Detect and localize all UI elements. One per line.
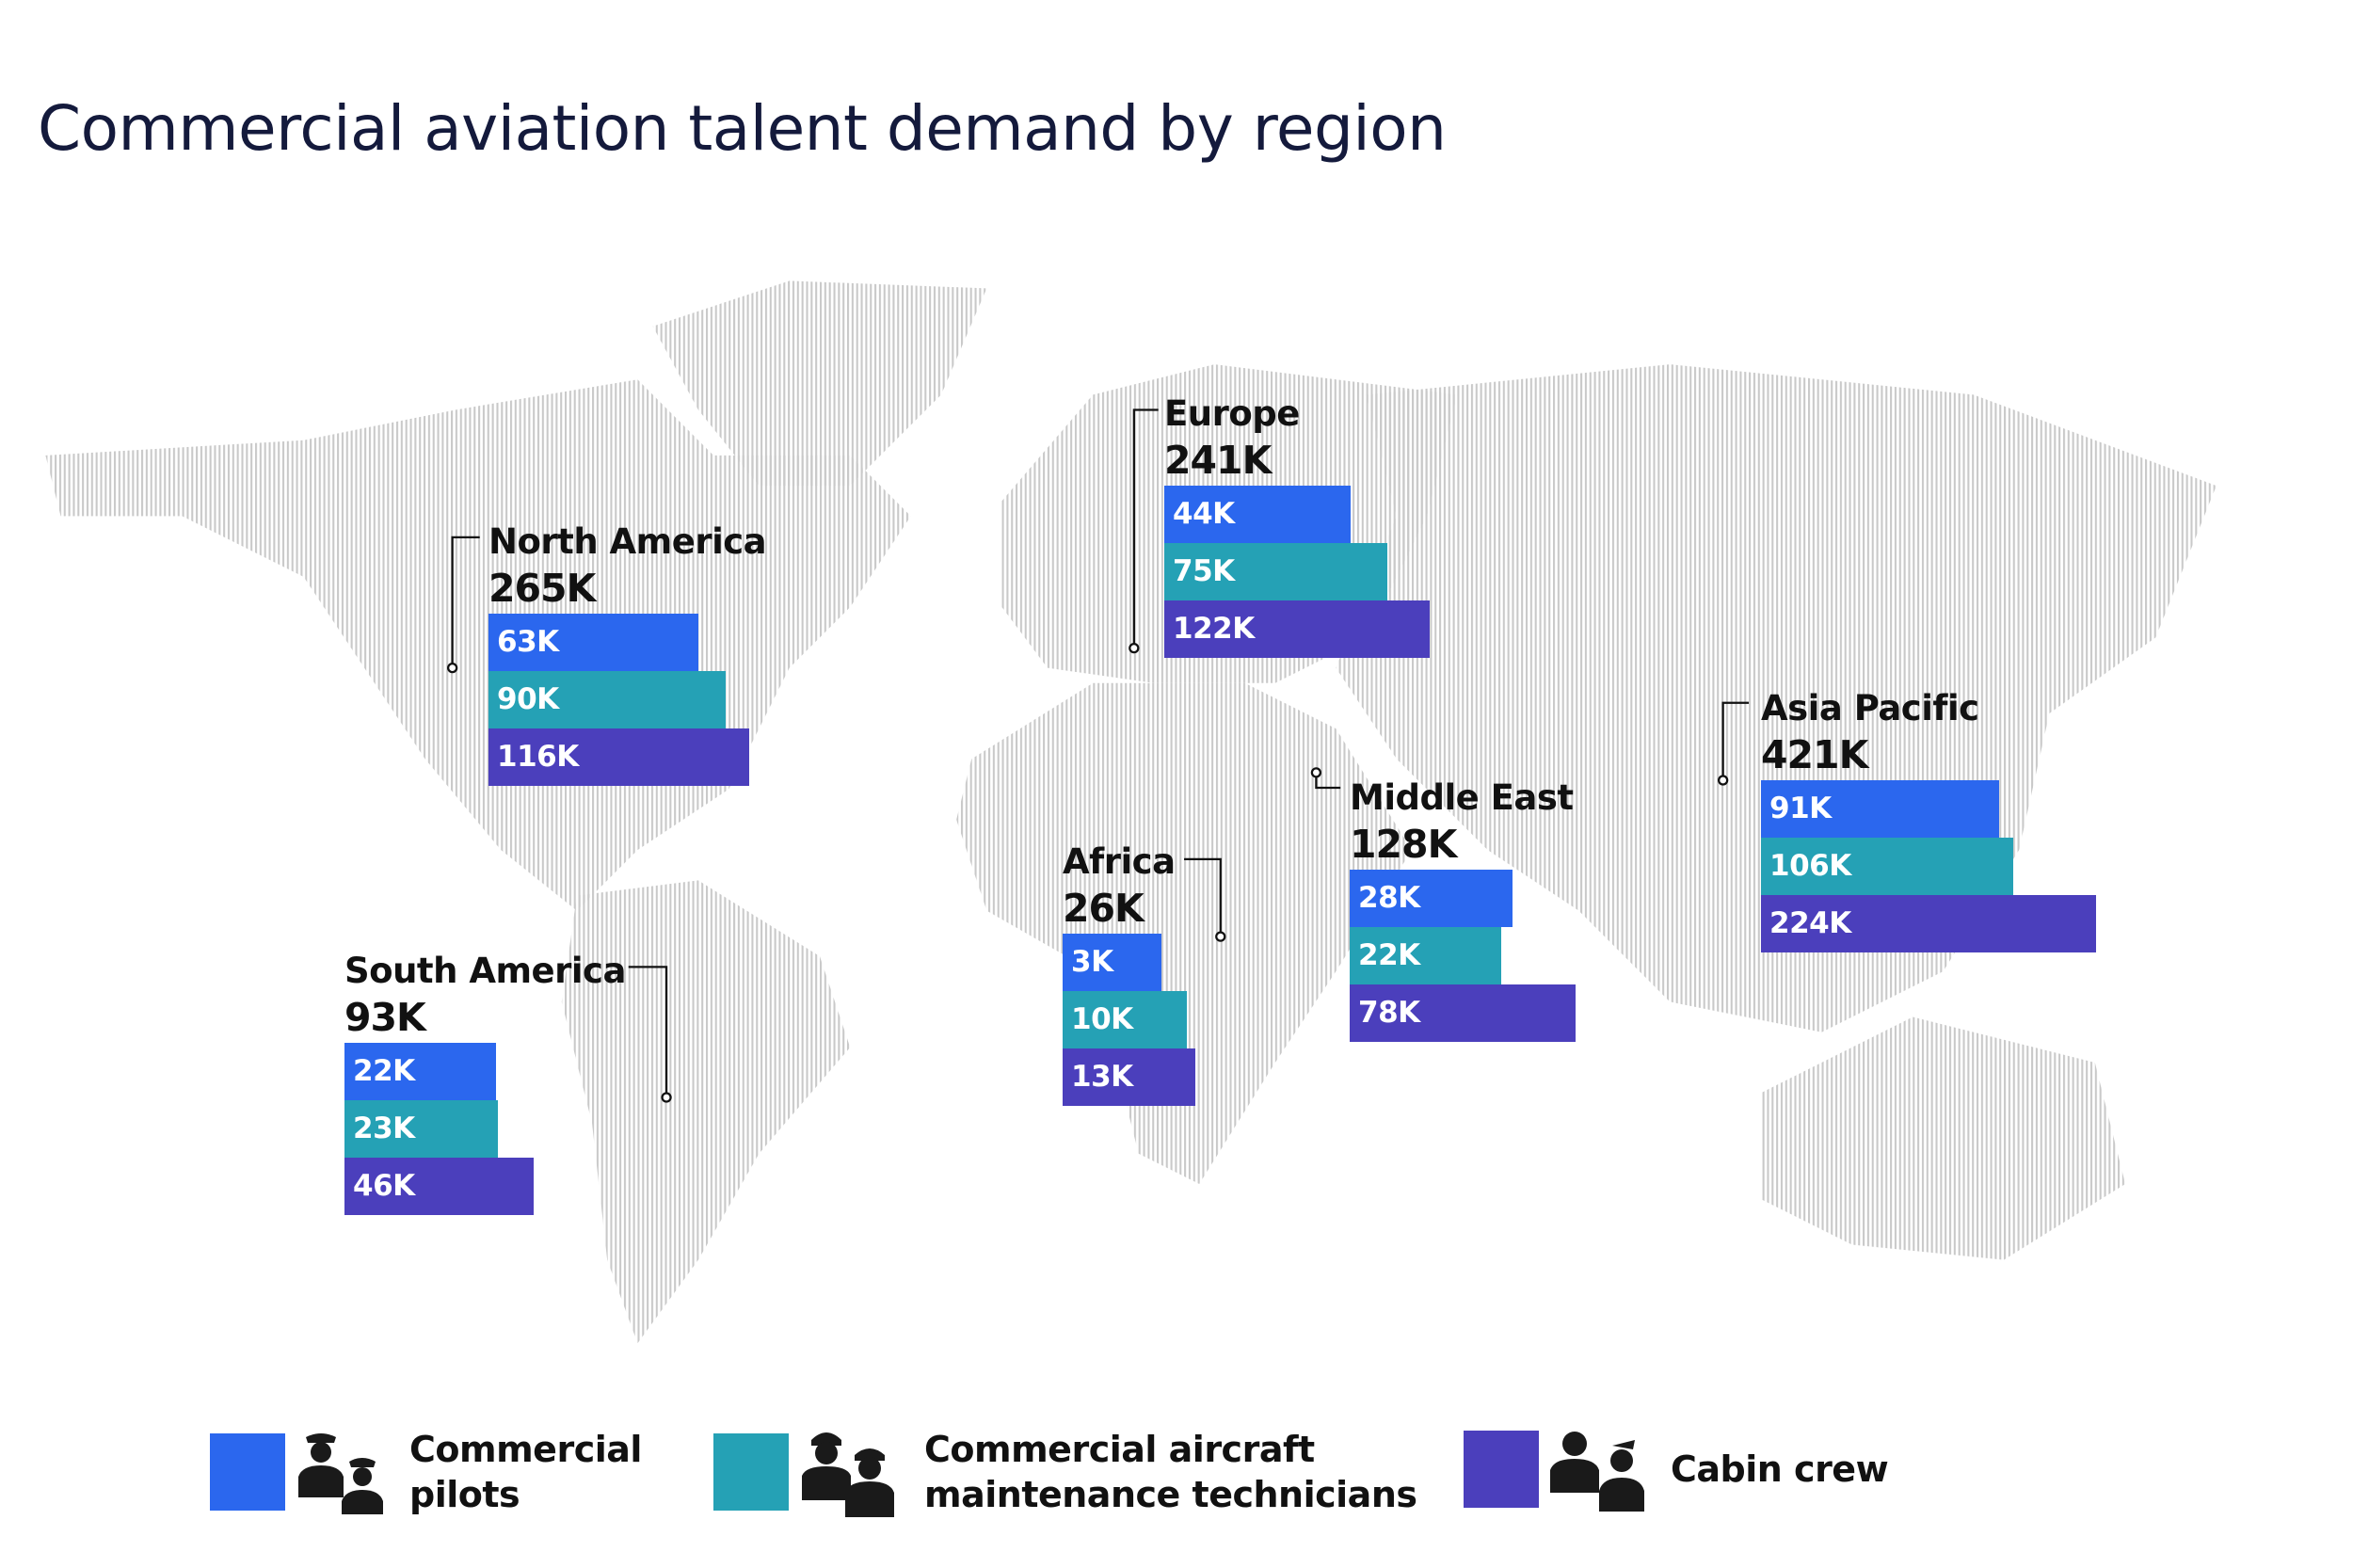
connector-asia-pacific <box>1721 701 1750 780</box>
region-europe: Europe 241K 44K 75K 122K <box>1164 392 1430 658</box>
bar-label: 28K <box>1358 881 1420 915</box>
connector-dot-europe <box>1128 643 1140 654</box>
connector-dot-asia-pacific <box>1717 775 1729 786</box>
bar-label: 22K <box>1358 938 1420 972</box>
continent-africa <box>956 682 1412 1184</box>
connector-dot-south-america <box>661 1092 672 1103</box>
bar-pilots: 22K <box>344 1043 496 1100</box>
region-name: Africa <box>1063 841 1176 882</box>
legend-item-cabin-crew: Cabin crew <box>1464 1427 1889 1512</box>
bar-technicians: 22K <box>1350 927 1501 984</box>
pilots-icon <box>298 1433 383 1514</box>
bar-label: 3K <box>1071 945 1113 979</box>
legend-label-line2: pilots <box>409 1474 520 1515</box>
bar-cabin-crew: 116K <box>488 728 749 786</box>
legend-label-line1: Commercial aircraft <box>924 1429 1315 1470</box>
bar-technicians: 90K <box>488 671 726 728</box>
legend-swatch-cabin-crew <box>1464 1431 1539 1508</box>
connector-north-america <box>451 536 480 668</box>
bar-label: 63K <box>497 625 559 659</box>
legend-swatch-pilots <box>210 1433 285 1511</box>
bar-pilots: 3K <box>1063 934 1161 991</box>
connector-dot-middle-east <box>1310 767 1322 778</box>
bar-label: 22K <box>353 1054 415 1088</box>
region-total: 421K <box>1761 732 1868 777</box>
legend-label-line2: maintenance technicians <box>924 1474 1417 1515</box>
bar-label: 10K <box>1071 1002 1133 1036</box>
connector-lines <box>447 408 1750 1103</box>
region-total: 128K <box>1350 822 1457 867</box>
region-total: 93K <box>344 995 426 1040</box>
bar-pilots: 44K <box>1164 486 1351 543</box>
region-south-america: South America 93K 22K 23K 46K <box>344 949 626 1215</box>
bar-label: 13K <box>1071 1060 1133 1094</box>
legend-label-line1: Commercial <box>409 1429 642 1470</box>
bar-label: 116K <box>497 740 579 774</box>
bar-cabin-crew: 122K <box>1164 600 1430 658</box>
region-total: 241K <box>1164 438 1272 483</box>
bar-technicians: 106K <box>1761 838 2013 895</box>
technicians-icon <box>802 1432 894 1517</box>
bar-technicians: 23K <box>344 1100 498 1158</box>
region-name: Europe <box>1164 393 1300 434</box>
region-name: Asia Pacific <box>1761 688 1979 728</box>
bar-label: 106K <box>1769 849 1851 883</box>
continent-south-america <box>561 880 851 1344</box>
bar-label: 44K <box>1173 497 1235 531</box>
bar-pilots: 91K <box>1761 780 1999 838</box>
bar-cabin-crew: 78K <box>1350 984 1576 1042</box>
bar-cabin-crew: 224K <box>1761 895 2096 952</box>
connector-dot-africa <box>1215 931 1226 942</box>
region-name: Middle East <box>1350 777 1574 818</box>
bar-label: 75K <box>1173 554 1235 588</box>
bar-technicians: 75K <box>1164 543 1387 600</box>
bar-label: 90K <box>497 682 559 716</box>
connector-africa <box>1184 857 1222 937</box>
region-name: South America <box>344 951 626 991</box>
bar-label: 23K <box>353 1112 415 1145</box>
region-asia-pacific: Asia Pacific 421K 91K 106K 224K <box>1761 686 2096 952</box>
bar-label: 91K <box>1769 792 1832 825</box>
continent-greenland <box>652 280 987 487</box>
bar-label: 78K <box>1358 996 1420 1030</box>
region-africa: Africa 26K 3K 10K 13K <box>1063 840 1195 1106</box>
bar-cabin-crew: 13K <box>1063 1048 1195 1106</box>
continent-australia <box>1760 1016 2126 1260</box>
region-name: North America <box>488 521 767 562</box>
region-total: 26K <box>1063 886 1144 931</box>
bar-technicians: 10K <box>1063 991 1187 1048</box>
legend-label-line1: Cabin crew <box>1671 1448 1889 1490</box>
connector-dot-north-america <box>447 662 458 674</box>
connector-south-america <box>628 966 668 1098</box>
bar-cabin-crew: 46K <box>344 1158 534 1215</box>
bar-pilots: 63K <box>488 614 698 671</box>
cabin-crew-icon <box>1550 1432 1644 1512</box>
legend-item-pilots: Commercial pilots <box>210 1427 642 1517</box>
region-north-america: North America 265K 63K 90K 116K <box>488 520 767 786</box>
connector-europe <box>1132 408 1159 648</box>
bar-pilots: 28K <box>1350 870 1513 927</box>
legend-swatch-technicians <box>713 1433 789 1511</box>
region-total: 265K <box>488 566 596 611</box>
bar-label: 46K <box>353 1169 415 1203</box>
legend-item-technicians: Commercial aircraft maintenance technicia… <box>713 1427 1417 1517</box>
bar-label: 224K <box>1769 906 1851 940</box>
chart-title: Commercial aviation talent demand by reg… <box>38 92 1447 165</box>
bar-label: 122K <box>1173 612 1255 646</box>
region-middle-east: Middle East 128K 28K 22K 78K <box>1350 776 1576 1042</box>
